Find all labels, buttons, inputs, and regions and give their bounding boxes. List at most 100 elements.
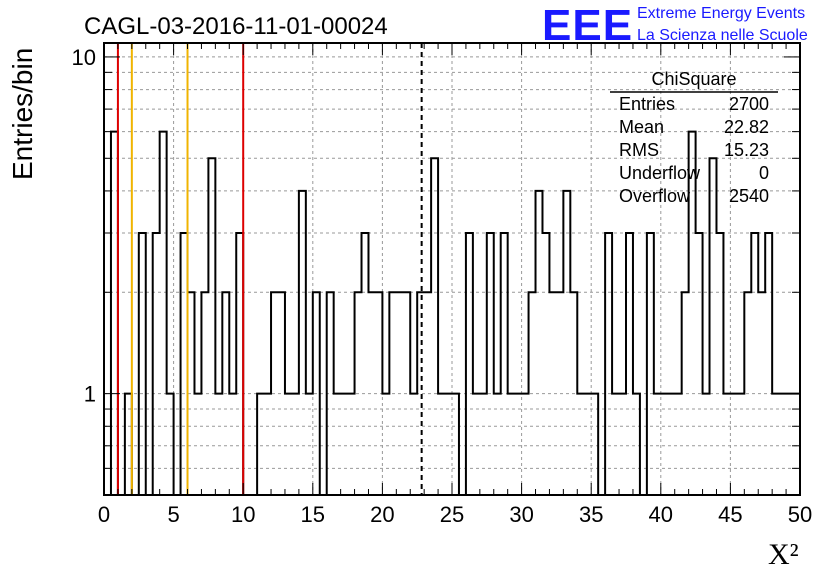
histogram-bin	[647, 233, 654, 495]
histogram-outline	[104, 130, 801, 496]
run-title: CAGL-03-2016-11-01-00024	[84, 13, 388, 40]
histogram-bin	[285, 394, 292, 495]
axes	[103, 42, 801, 496]
histogram-bin	[125, 394, 132, 495]
histogram-bin	[236, 233, 243, 495]
histogram-bin	[375, 292, 382, 495]
x-tick-label: 50	[788, 502, 812, 527]
histogram-bin	[480, 394, 487, 495]
histogram-bin	[577, 394, 584, 495]
histogram-bin	[542, 233, 549, 495]
histogram-bin	[208, 158, 215, 495]
histogram-bin	[431, 158, 438, 495]
histogram-bin	[758, 292, 765, 495]
x-tick-label: 40	[649, 502, 673, 527]
histogram-bin	[487, 233, 494, 495]
histogram-bin	[306, 394, 313, 495]
histogram-bin	[522, 394, 529, 495]
logo-line-1: Extreme Energy Events	[637, 5, 805, 22]
histogram-bin	[229, 394, 236, 495]
histogram-bin	[549, 292, 556, 495]
histogram-bin	[271, 292, 278, 495]
histogram-bin	[410, 394, 417, 495]
y-tick-labels: 1 10	[72, 45, 96, 407]
histogram-bin	[264, 394, 271, 495]
histogram-bin	[786, 394, 793, 495]
histogram-bin	[438, 394, 445, 495]
histogram-bin	[730, 394, 737, 495]
histogram-bin	[445, 394, 452, 495]
histogram-bin	[626, 233, 633, 495]
histogram-bin	[675, 394, 682, 495]
histogram-bin	[661, 394, 668, 495]
stat-value-entries: 2700	[729, 94, 769, 114]
histogram-bin	[362, 233, 369, 495]
histogram-bin	[348, 394, 355, 495]
x-tick-label: 20	[370, 502, 394, 527]
histogram-bin	[368, 292, 375, 495]
histogram-bin	[529, 292, 536, 495]
histogram-bin	[452, 394, 459, 495]
histogram-bin	[751, 233, 758, 495]
histogram-bars	[104, 130, 801, 496]
histogram-bin	[257, 394, 264, 495]
eee-logo: EEE Extreme Energy Events La Scienza nel…	[542, 1, 808, 50]
histogram-bin	[563, 191, 570, 495]
logo-line-2: La Scienza nelle Scuole	[637, 27, 808, 44]
histogram-bin	[703, 394, 710, 495]
histogram-bin	[612, 394, 619, 495]
x-tick-label: 25	[440, 502, 464, 527]
histogram-bin	[668, 394, 675, 495]
stat-label-overflow: Overflow	[619, 186, 691, 206]
stat-value-underflow: 0	[759, 163, 769, 183]
y-tick-label: 10	[72, 45, 96, 70]
histogram-bin	[341, 394, 348, 495]
histogram-bin	[160, 132, 167, 495]
histogram-bin	[508, 394, 515, 495]
histogram-bin	[334, 394, 341, 495]
stat-label-underflow: Underflow	[619, 163, 701, 183]
histogram-bin	[278, 292, 285, 495]
histogram-bin	[473, 394, 480, 495]
histogram-bin	[536, 191, 543, 495]
histogram-bin	[682, 292, 689, 495]
histogram-bin	[389, 292, 396, 495]
histogram-bin	[716, 233, 723, 495]
histogram-bin	[313, 292, 320, 495]
x-tick-label: 10	[231, 502, 255, 527]
histogram-bin	[654, 394, 661, 495]
histogram-bin	[723, 394, 730, 495]
histogram-bin	[494, 394, 501, 495]
histogram-bin	[772, 394, 779, 495]
stats-title: ChiSquare	[651, 69, 736, 89]
histogram-bin	[194, 394, 201, 495]
histogram-bin	[779, 394, 786, 495]
histogram-bin	[765, 233, 772, 495]
histogram-bin	[201, 292, 208, 495]
histogram-bin	[696, 233, 703, 495]
histogram-bin	[222, 292, 229, 495]
x-tick-label: 35	[579, 502, 603, 527]
x-tick-label: 15	[301, 502, 325, 527]
histogram-bin	[570, 292, 577, 495]
reference-lines	[116, 43, 423, 495]
histogram-bin	[111, 132, 118, 495]
plot-frame	[103, 42, 801, 496]
histogram-bin	[501, 233, 508, 495]
stats-box: ChiSquare Entries 2700 Mean 22.82 RMS 15…	[610, 69, 778, 206]
histogram-bin	[710, 158, 717, 495]
histogram-bin	[633, 394, 640, 495]
logo-mark: EEE	[542, 1, 633, 50]
y-axis-label: Entries/bin	[7, 48, 38, 180]
histogram-bin	[153, 233, 160, 495]
histogram-bin	[556, 292, 563, 495]
histogram-bin	[167, 394, 174, 495]
x-tick-label: 45	[718, 502, 742, 527]
histogram-bin	[515, 394, 522, 495]
x-tick-labels: 0 5 10 15 20 25 30 35 40 45 50	[98, 502, 812, 527]
histogram-bin	[188, 292, 195, 495]
histogram-bin	[292, 394, 299, 495]
histogram-bin	[355, 292, 362, 495]
histogram-bin	[327, 292, 334, 495]
